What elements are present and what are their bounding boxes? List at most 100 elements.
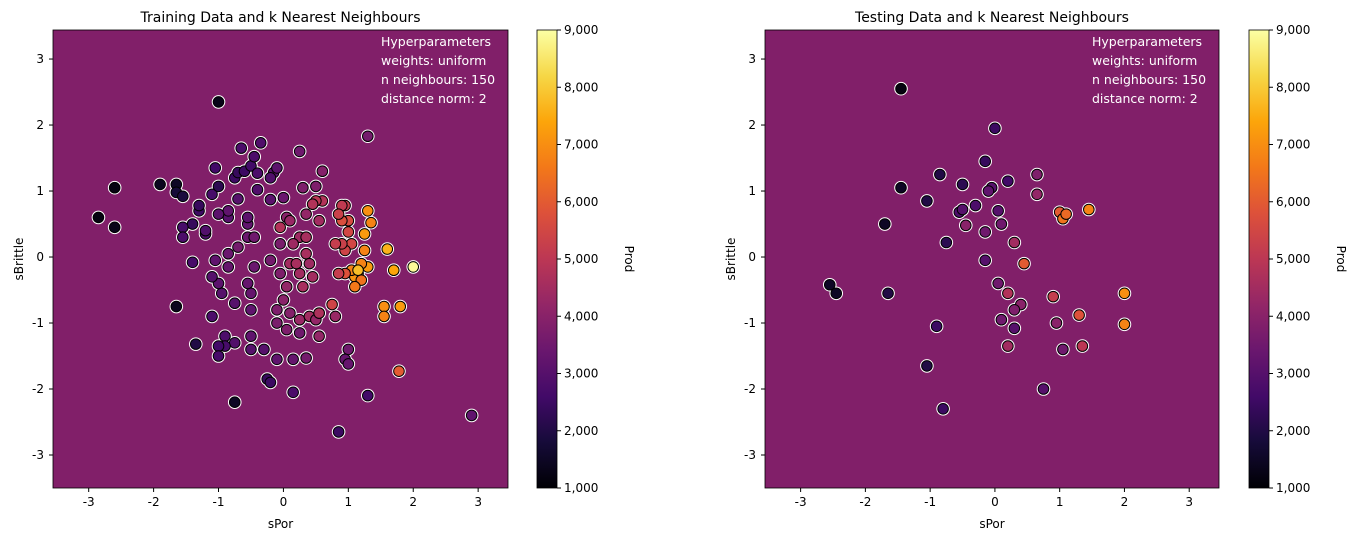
hyperparameter-annotation: Hyperparameters — [1092, 34, 1202, 49]
data-point — [1050, 317, 1063, 329]
data-point — [362, 205, 374, 217]
data-point — [1008, 304, 1021, 316]
data-point — [219, 330, 231, 343]
x-tick-label: -1 — [924, 495, 936, 509]
data-point — [177, 231, 189, 244]
hyperparameter-annotation: distance norm: 2 — [1092, 91, 1198, 106]
data-point — [378, 310, 390, 323]
data-point — [245, 330, 257, 343]
data-point — [316, 165, 329, 178]
data-point — [1118, 318, 1131, 331]
data-point — [329, 310, 342, 323]
data-point — [365, 216, 377, 229]
data-point — [290, 257, 303, 270]
colorbar-tick-label: 8,000 — [1276, 80, 1310, 94]
data-point — [882, 287, 894, 300]
data-point — [222, 247, 235, 260]
colorbar-tick-label: 6,000 — [1276, 195, 1310, 209]
x-tick-label: 3 — [1185, 495, 1193, 509]
data-point — [212, 96, 225, 108]
data-point — [1118, 287, 1131, 300]
x-tick-label: 2 — [409, 495, 417, 509]
data-point — [271, 304, 283, 316]
data-point — [206, 310, 218, 323]
x-tick-label: 0 — [280, 495, 288, 509]
data-point — [830, 287, 843, 300]
x-tick-label: 1 — [345, 495, 353, 509]
data-point — [1002, 287, 1014, 300]
data-point — [1002, 340, 1014, 352]
colorbar-tick-label: 7,000 — [1276, 138, 1310, 152]
data-point — [358, 244, 371, 257]
data-point — [300, 352, 312, 364]
x-tick-label: 1 — [1056, 495, 1064, 509]
data-point — [241, 211, 254, 224]
data-point — [222, 261, 235, 273]
hyperparameter-annotation: weights: uniform — [381, 53, 486, 68]
y-tick-label: 2 — [36, 118, 44, 132]
data-point — [274, 238, 286, 250]
data-point — [823, 278, 836, 291]
hyperparameter-annotation: Hyperparameters — [381, 34, 491, 49]
colorbar-tick-label: 3,000 — [564, 367, 598, 381]
data-point — [212, 180, 225, 193]
data-point — [1083, 203, 1095, 216]
data-point — [969, 199, 982, 212]
y-tick-label: 1 — [36, 184, 44, 198]
data-point — [215, 287, 228, 300]
data-point — [199, 224, 212, 237]
hyperparameter-annotation: n neighbours: 150 — [381, 72, 495, 87]
data-point — [108, 221, 121, 234]
x-tick-label: -2 — [148, 495, 160, 509]
x-axis-label: sPor — [268, 517, 293, 531]
data-point — [222, 205, 235, 217]
y-axis-label: sBrittle — [12, 238, 26, 281]
data-point — [228, 337, 241, 349]
data-point — [332, 426, 345, 438]
data-point — [934, 168, 946, 181]
chart-title: Testing Data and k Nearest Neighbours — [854, 10, 1129, 26]
decision-surface — [765, 30, 1219, 488]
data-point — [258, 343, 270, 356]
plot-panel-1: -3 -2 -1 0 1 2 3 -3 -2 -1 0 1 2 3 Testing Data and k N… — [724, 10, 1348, 531]
colorbar-tick-label: 9,000 — [564, 23, 598, 37]
data-point — [407, 261, 420, 273]
data-point — [251, 183, 264, 196]
y-tick-label: 0 — [36, 250, 44, 264]
data-point — [251, 167, 264, 180]
data-point — [979, 226, 991, 238]
data-point — [297, 280, 309, 293]
data-point — [930, 320, 943, 333]
data-point — [248, 261, 261, 273]
data-point — [393, 365, 405, 377]
plot-panel-0: -3 -2 -1 0 1 2 3 -3 -2 -1 0 1 2 3 Training Data and k … — [12, 10, 636, 531]
y-tick-label: -2 — [744, 382, 756, 396]
data-point — [271, 162, 283, 174]
y-tick-label: 0 — [748, 250, 756, 264]
data-point — [108, 181, 121, 194]
x-tick-label: 3 — [474, 495, 482, 509]
colorbar-tick-label: 8,000 — [564, 80, 598, 94]
y-tick-label: -3 — [744, 448, 756, 462]
data-point — [209, 254, 222, 267]
x-tick-label: 2 — [1121, 495, 1129, 509]
colorbar-tick-label: 6,000 — [564, 195, 598, 209]
y-tick-label: -1 — [744, 316, 756, 330]
data-point — [937, 403, 949, 415]
colorbar-tick-label: 2,000 — [564, 424, 598, 438]
data-point — [310, 180, 322, 193]
data-point — [979, 155, 991, 168]
y-tick-label: 3 — [36, 52, 44, 66]
x-tick-label: -3 — [795, 495, 807, 509]
x-tick-label: -1 — [213, 495, 225, 509]
data-point — [264, 376, 277, 389]
data-point — [277, 294, 290, 306]
data-point — [342, 358, 355, 370]
colorbar-tick-label: 5,000 — [564, 252, 598, 266]
data-point — [264, 254, 277, 267]
data-point — [979, 254, 991, 267]
data-point — [381, 243, 394, 255]
data-point — [212, 340, 225, 352]
data-point — [1031, 188, 1043, 201]
data-point — [394, 300, 407, 313]
